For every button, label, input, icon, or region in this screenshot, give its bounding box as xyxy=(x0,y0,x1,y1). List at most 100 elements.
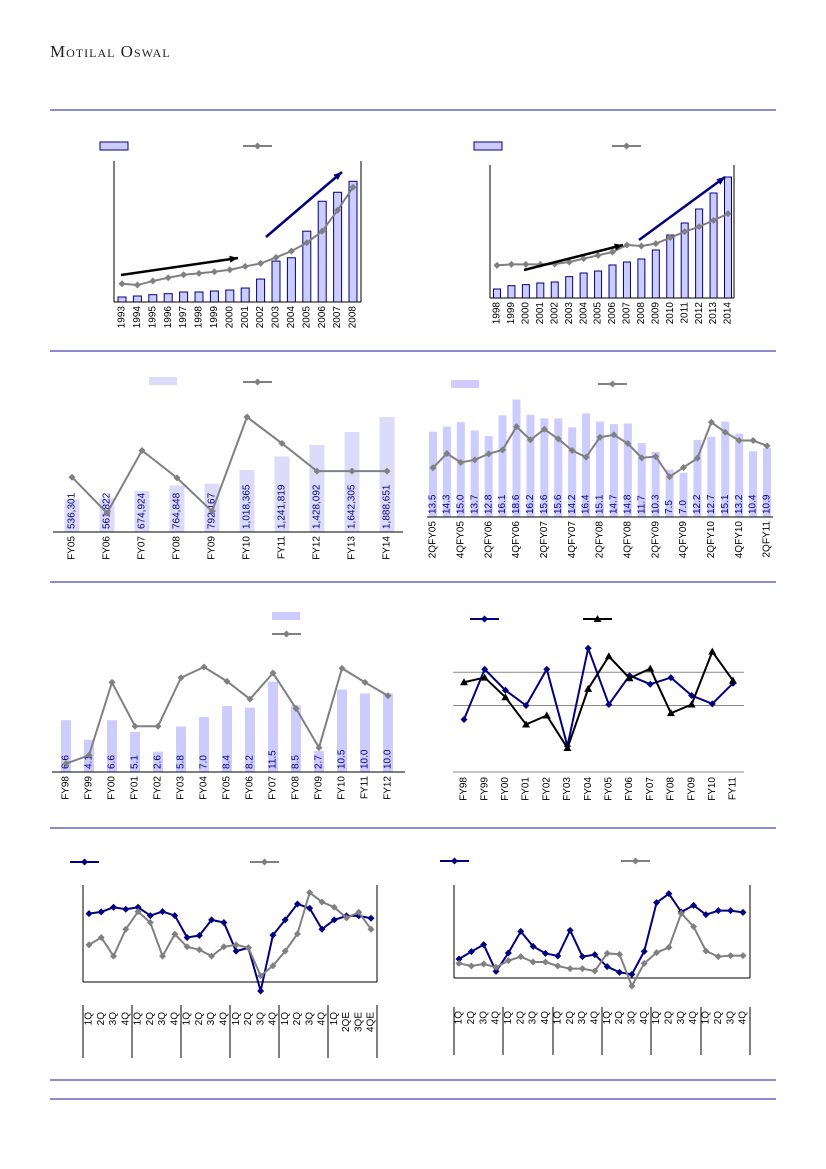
diamond-marker xyxy=(164,274,172,282)
line-series xyxy=(463,644,734,747)
x-tick-label: FY11 xyxy=(728,777,739,801)
bar-data-label: 1,888,651 xyxy=(382,484,393,529)
diamond-marker xyxy=(596,433,604,441)
bar-data-label: 10.4 xyxy=(748,494,759,514)
x-tick-label: FY00 xyxy=(107,776,118,800)
bar xyxy=(442,426,451,517)
diamond-marker xyxy=(578,965,586,973)
diamond-marker xyxy=(680,463,687,471)
bar xyxy=(209,290,219,303)
diamond-marker xyxy=(529,958,537,966)
diamond-marker xyxy=(594,251,602,259)
bar-data-label: 10.0 xyxy=(360,749,371,769)
x-tick-label: 1Q xyxy=(280,1012,291,1026)
x-tick-label: 1999 xyxy=(209,306,220,329)
diamond-marker xyxy=(208,507,216,515)
bar xyxy=(348,180,358,303)
bar xyxy=(169,485,185,532)
x-tick-label: 2Q xyxy=(565,1011,576,1025)
bar-data-label: 536,301 xyxy=(67,492,78,529)
diamond-marker xyxy=(138,446,146,454)
bar xyxy=(623,423,632,517)
diamond-marker xyxy=(272,253,280,261)
arrow-head-icon xyxy=(333,172,342,181)
diamond-marker xyxy=(195,269,203,277)
diamond-marker xyxy=(232,941,240,949)
diamond-marker xyxy=(287,247,295,255)
bar-data-label: 12.2 xyxy=(692,494,703,514)
diamond-marker xyxy=(517,927,525,935)
x-tick-label: 2011 xyxy=(679,302,690,324)
x-tick-label: 1Q xyxy=(701,1011,712,1025)
x-tick-label: 1998 xyxy=(492,302,503,325)
diamond-marker xyxy=(220,919,228,927)
diamond-marker xyxy=(616,968,624,976)
triangle-marker xyxy=(604,652,613,660)
diamond-marker xyxy=(632,857,639,865)
triangle-marker xyxy=(584,684,593,692)
bar xyxy=(484,436,493,517)
diamond-marker xyxy=(318,898,326,906)
diamond-marker xyxy=(455,959,463,967)
diamond-marker xyxy=(85,910,93,918)
diamond-marker xyxy=(702,947,710,955)
bar-data-label: 6.6 xyxy=(107,755,118,769)
diamond-marker xyxy=(708,700,716,708)
x-tick-label: FY05 xyxy=(603,777,614,801)
diamond-marker xyxy=(244,944,252,952)
x-tick-label: 1Q xyxy=(602,1011,613,1025)
x-tick-label: FY07 xyxy=(645,777,656,801)
bar xyxy=(565,276,574,299)
diamond-marker xyxy=(306,904,314,912)
x-tick-label: FY03 xyxy=(176,776,187,800)
x-tick-label: 2QFY06 xyxy=(483,521,494,559)
diamond-marker xyxy=(455,955,463,963)
bar xyxy=(179,291,189,303)
bar xyxy=(222,706,232,772)
bar-data-label: 14.3 xyxy=(442,494,453,514)
bar xyxy=(291,705,301,772)
diamond-marker xyxy=(118,280,126,288)
diamond-marker xyxy=(554,962,562,970)
diamond-marker xyxy=(149,277,157,285)
x-tick-label: 1Q xyxy=(651,1011,662,1025)
diamond-marker xyxy=(499,446,507,454)
bar xyxy=(721,421,730,517)
diamond-marker xyxy=(208,916,216,924)
bar xyxy=(608,264,617,299)
x-tick-label: 4QFY06 xyxy=(511,521,522,559)
diamond-marker xyxy=(330,916,338,924)
bar xyxy=(679,472,688,517)
x-tick-label: 2003 xyxy=(564,302,575,325)
bar xyxy=(666,234,675,299)
x-tick-label: 2000 xyxy=(521,302,532,325)
bar-data-label: 12.7 xyxy=(706,494,717,514)
diamond-marker xyxy=(578,953,586,961)
bar xyxy=(64,499,80,532)
bar xyxy=(239,470,255,532)
x-tick-label: 1Q xyxy=(84,1012,95,1026)
x-tick-label: 2Q xyxy=(713,1011,724,1025)
diamond-marker xyxy=(638,454,646,462)
diamond-marker xyxy=(315,744,323,752)
diamond-marker xyxy=(721,428,729,436)
x-tick-label: 2002 xyxy=(549,302,560,325)
triangle-marker xyxy=(460,678,468,686)
bar xyxy=(360,693,370,772)
x-tick-label: 3Q xyxy=(725,1011,736,1025)
diamond-marker xyxy=(628,982,636,990)
x-tick-label: FY11 xyxy=(277,536,288,560)
bar-data-label: 8.5 xyxy=(291,755,302,769)
x-tick-label: 1Q xyxy=(329,1012,340,1026)
diamond-marker xyxy=(591,951,599,959)
diamond-marker xyxy=(714,953,722,961)
bar-data-label: 4.1 xyxy=(84,755,95,769)
diamond-marker xyxy=(293,900,301,908)
triangle-marker xyxy=(687,700,696,708)
chart-2: 1998 1999 2000 2001 2002 2003 2004 2005 2006 2007… xyxy=(473,141,735,325)
bar xyxy=(286,257,296,303)
bar xyxy=(693,439,702,517)
diamond-marker xyxy=(330,903,338,911)
diamond-marker xyxy=(507,260,515,268)
x-tick-label: 3Q xyxy=(577,1011,588,1025)
